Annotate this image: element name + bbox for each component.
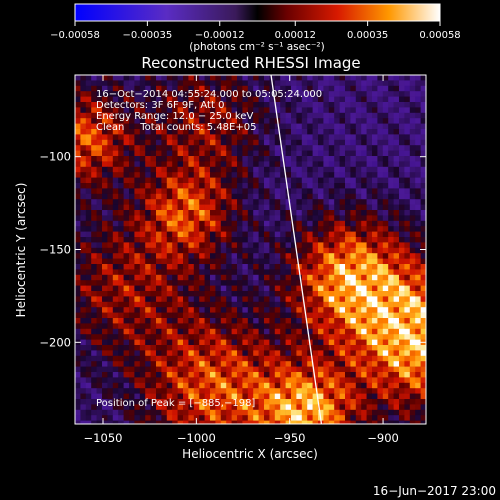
colorbar-tick-label: 0.00035 <box>347 30 388 41</box>
plot-area <box>74 74 427 425</box>
x-tick-label: −1050 <box>84 431 123 445</box>
y-tick-label: −200 <box>39 335 71 349</box>
colorbar-tick-label: −0.00058 <box>50 30 100 41</box>
y-tick-label: −150 <box>39 243 71 257</box>
annotation-block: 16−Oct−2014 04:55:24.000 to 05:05:24.000… <box>96 89 322 133</box>
peak-position-label: Position of Peak = [−885,−198] <box>96 398 255 409</box>
y-axis: −100 −150 −200 <box>39 150 426 349</box>
x-axis: −1050 −1000 −950 −900 <box>84 75 399 445</box>
annotation-time-range: 16−Oct−2014 04:55:24.000 to 05:05:24.000 <box>96 89 322 100</box>
x-axis-label: Heliocentric X (arcsec) <box>182 447 318 461</box>
colorbar-unit-label: (photons cm⁻² s⁻¹ asec⁻²) <box>189 41 324 53</box>
colorbar-tick-label: 0.00058 <box>419 30 460 41</box>
solar-limb-line <box>270 75 323 424</box>
footer-date: 16−Jun−2017 23:00 <box>373 484 496 498</box>
colorbar-tick-label: −0.00035 <box>123 30 173 41</box>
heatmap-image <box>75 75 426 424</box>
colorbar-gradient <box>74 3 441 22</box>
y-tick-label: −100 <box>39 150 71 164</box>
y-axis-label: Heliocentric Y (arcsec) <box>14 183 28 318</box>
colorbar: −0.00058 −0.00035 −0.00012 0.00012 0.00035 0.… <box>50 3 461 53</box>
x-tick-label: −900 <box>367 431 399 445</box>
annotation-total-counts: Clean Total counts: 5.48E+05 <box>96 122 256 133</box>
colorbar-tick-label: 0.00012 <box>275 30 316 41</box>
annotation-energy-range: Energy Range: 12.0 − 25.0 keV <box>96 111 253 122</box>
x-tick-label: −1000 <box>177 431 216 445</box>
chart-title: Reconstructed RHESSI Image <box>141 54 360 72</box>
x-tick-label: −950 <box>274 431 306 445</box>
colorbar-tick-label: −0.00012 <box>195 30 245 41</box>
annotation-detectors: Detectors: 3F 6F 9F, Att 0 <box>96 100 224 111</box>
